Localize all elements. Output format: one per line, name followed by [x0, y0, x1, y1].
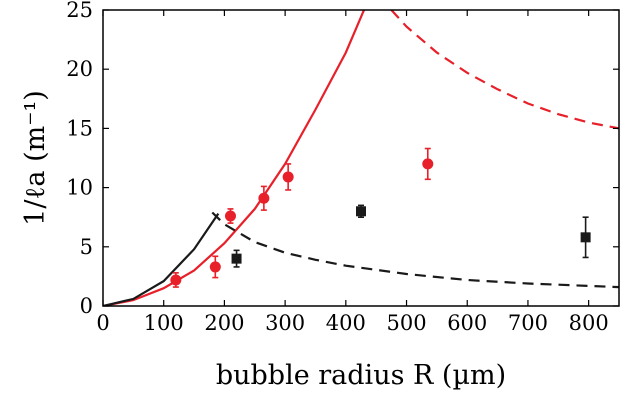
data-point-square [580, 232, 591, 243]
x-tick-label: 200 [204, 311, 244, 335]
data-point-circle [224, 210, 236, 222]
y-axis-label: 1/ℓa (m⁻¹) [20, 90, 51, 226]
data-point-circle [422, 158, 434, 170]
axis-ticks [102, 9, 619, 307]
x-tick-label: 100 [144, 311, 184, 335]
y-tick-label: 5 [80, 235, 93, 259]
y-tick-label: 0 [80, 294, 93, 318]
x-tick-label: 600 [447, 311, 487, 335]
x-tick-labels: 0 100 200 300 400 500 600 700 800 [96, 311, 608, 335]
plot-marks [103, 10, 619, 306]
data-point-square [231, 253, 242, 264]
data-point-circle [258, 192, 270, 204]
curve-solid-4 [103, 212, 220, 306]
y-tick-label: 20 [66, 57, 93, 81]
y-tick-label: 25 [66, 0, 93, 22]
data-point-circle [170, 274, 182, 286]
x-tick-label: 400 [326, 311, 366, 335]
y-tick-label: 15 [66, 116, 93, 140]
curve-dashed-5 [211, 211, 619, 289]
curve-dashed-3 [390, 10, 619, 130]
x-tick-label: 0 [96, 311, 109, 335]
x-tick-label: 500 [386, 311, 426, 335]
plot-frame [102, 9, 620, 307]
x-tick-label: 700 [508, 311, 548, 335]
y-tick-labels: 0 5 10 15 20 25 [66, 0, 93, 318]
plot-area [103, 10, 619, 306]
x-axis-label: bubble radius R (µm) [216, 360, 506, 391]
data-point-circle [282, 171, 294, 183]
data-point-circle [209, 261, 221, 273]
x-tick-label: 300 [265, 311, 305, 335]
data-point-square [356, 206, 366, 217]
x-tick-label: 800 [569, 311, 609, 335]
curve-solid-2 [103, 10, 366, 306]
y-tick-label: 10 [66, 176, 93, 200]
